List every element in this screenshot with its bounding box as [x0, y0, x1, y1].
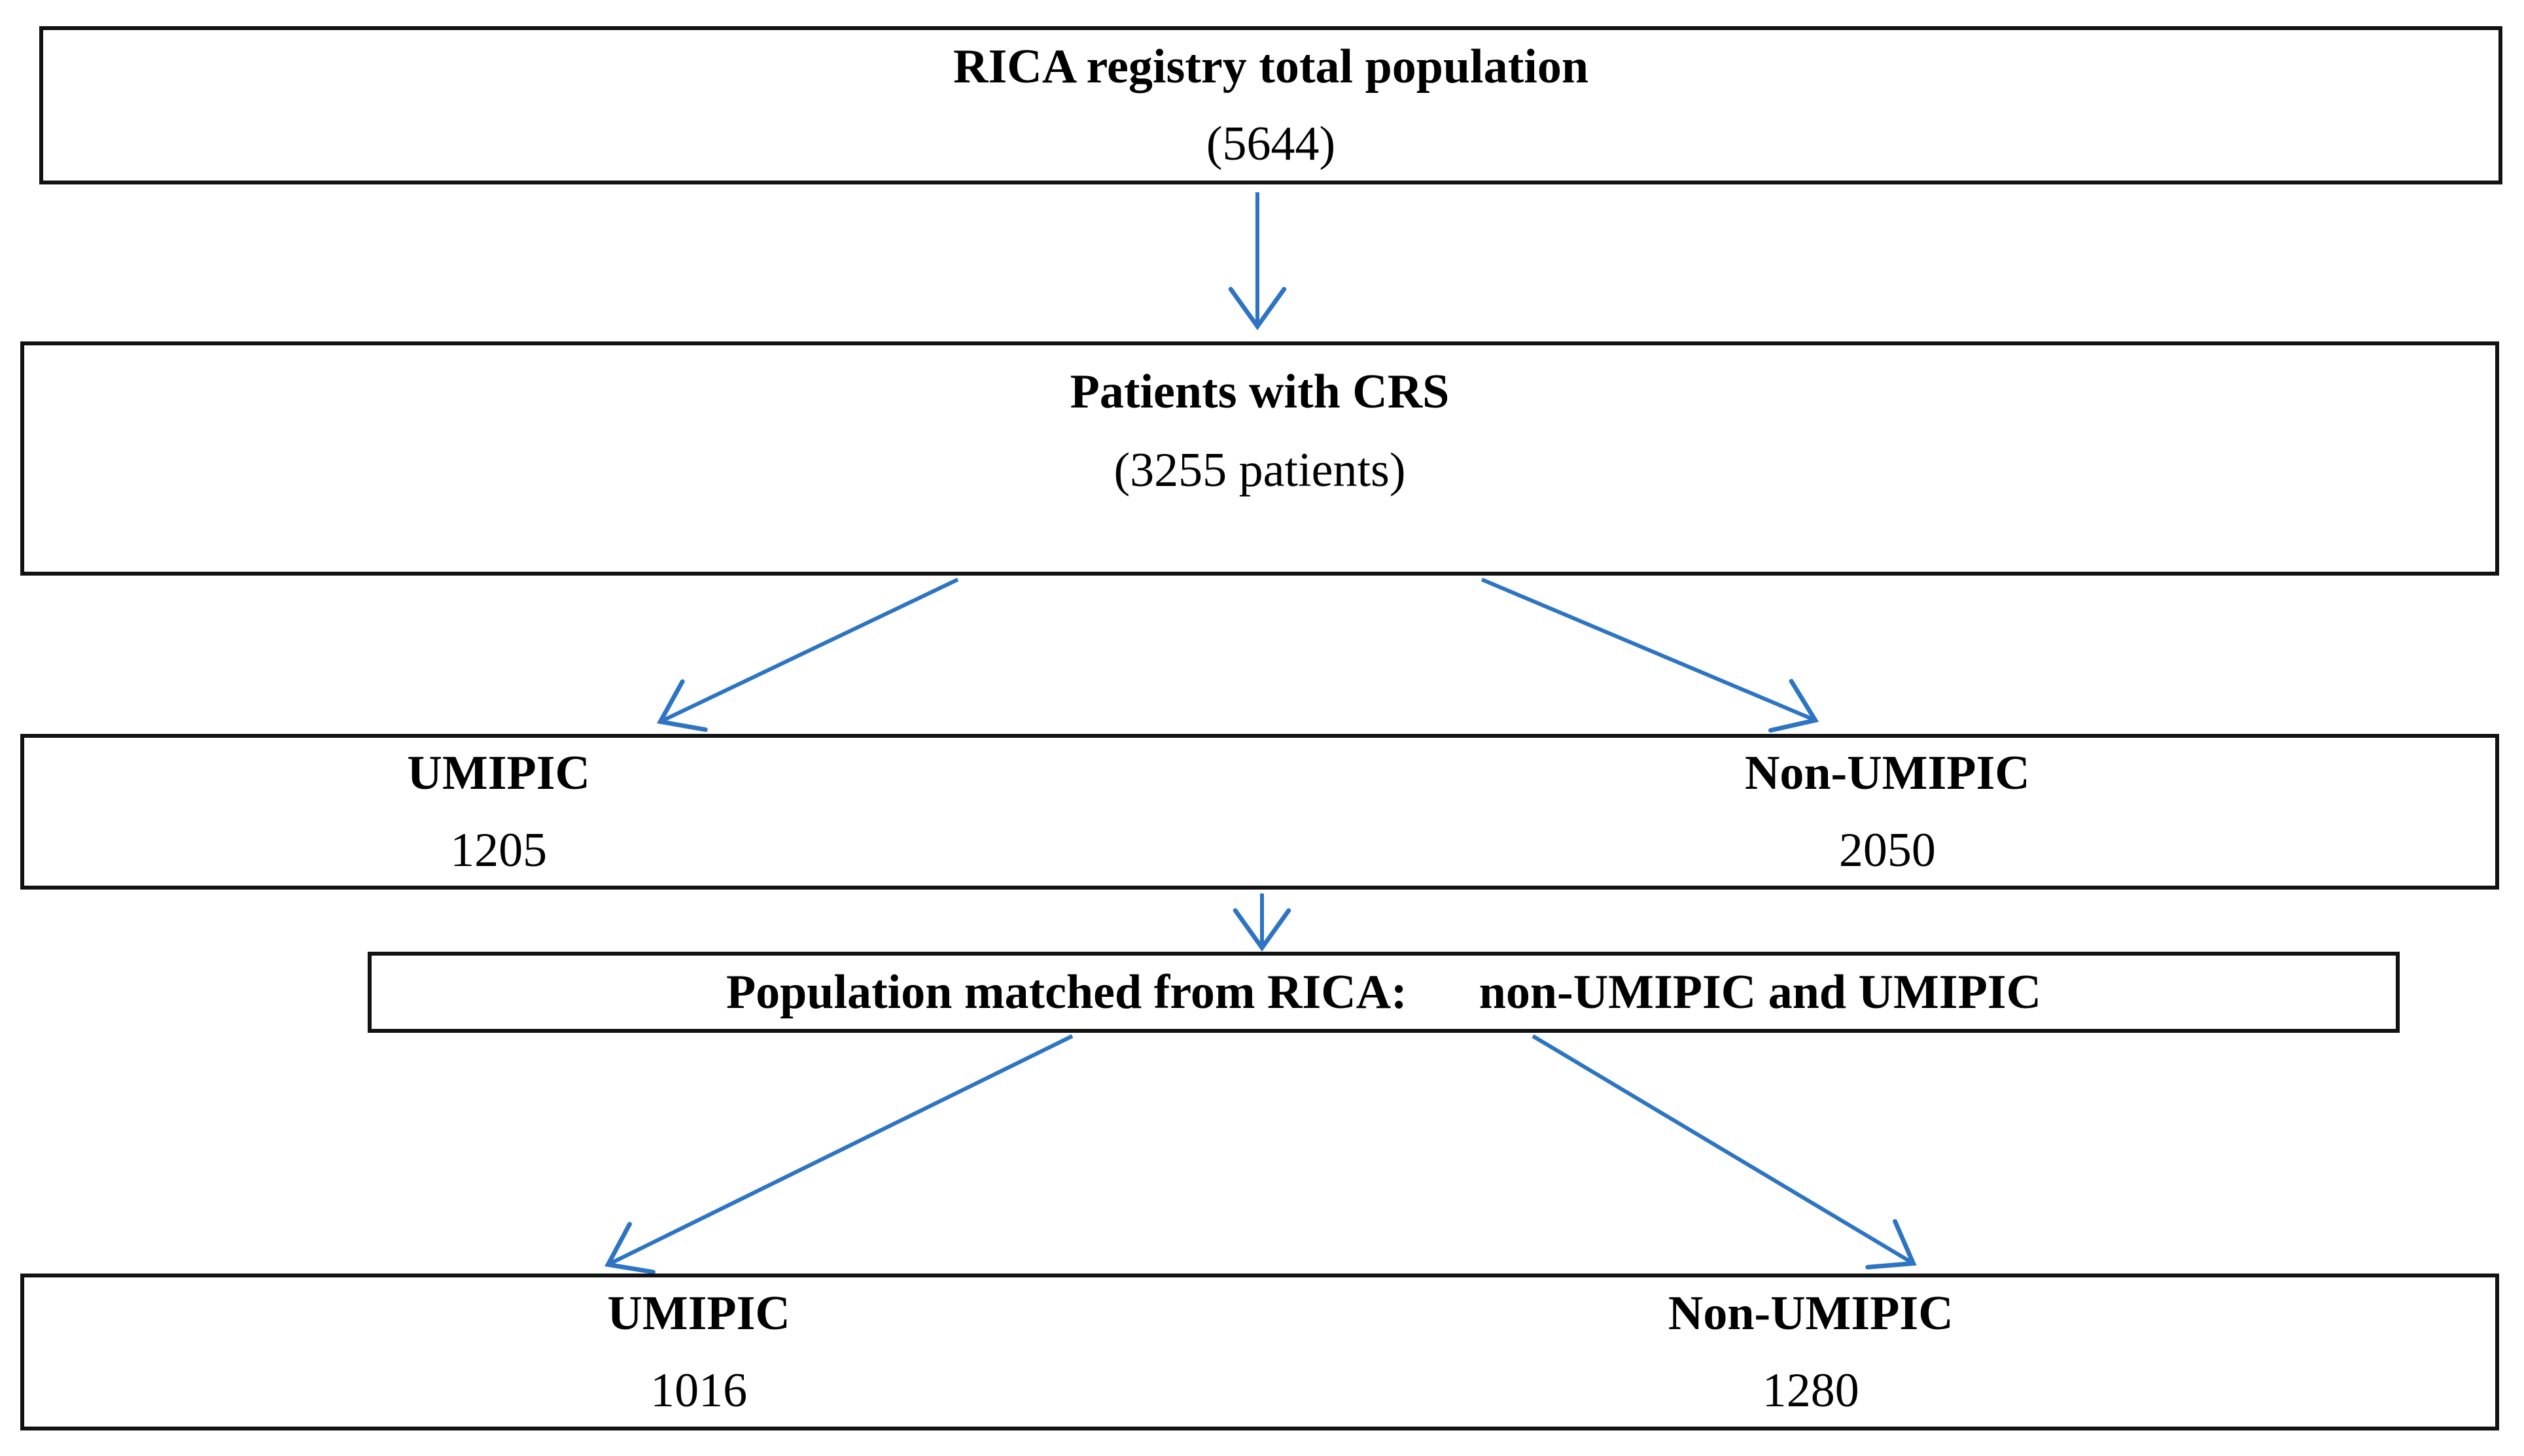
crs-title: Patients with CRS [1070, 365, 1450, 419]
registry-count: (5644) [1206, 117, 1336, 171]
arrow-crs-to-umipic [656, 578, 959, 732]
split2-umipic-title: UMIPIC [607, 1287, 790, 1340]
split2-umipic-count: 1016 [650, 1364, 748, 1417]
split1-non-umipic-count: 2050 [1838, 823, 1936, 877]
split1-umipic-count: 1205 [450, 823, 548, 877]
matched-title-detail: non-UMIPIC and UMIPIC [1479, 965, 2042, 1019]
matched-title-main: Population matched from RICA: [726, 965, 1407, 1019]
split2-non-umipic-count: 1280 [1762, 1364, 1859, 1417]
split1-non-umipic-title: Non-UMIPIC [1744, 746, 2030, 800]
box-matched-split: UMIPIC 1016 Non-UMIPIC 1280 [20, 1274, 2499, 1430]
split2-non-umipic-title: Non-UMIPIC [1668, 1287, 1954, 1340]
split2-umipic-cell: UMIPIC 1016 [607, 1277, 790, 1427]
registry-title: RICA registry total population [953, 40, 1588, 94]
arrow-matched-to-umipic [604, 1034, 1074, 1275]
crs-count: (3255 patients) [1113, 443, 1406, 497]
box-patients-crs: Patients with CRS (3255 patients) [20, 341, 2499, 576]
box-umipic-split: UMIPIC 1205 Non-UMIPIC 2050 [20, 734, 2499, 890]
split1-non-umipic-cell: Non-UMIPIC 2050 [1745, 738, 2030, 886]
split1-umipic-title: UMIPIC [407, 746, 590, 800]
split2-non-umipic-cell: Non-UMIPIC 1280 [1668, 1277, 1954, 1427]
box-matched-population: Population matched from RICA: non-UMIPIC… [368, 952, 2400, 1033]
arrow-crs-to-non-umipic [1481, 578, 1819, 733]
box-registry-total: RICA registry total population (5644) [39, 26, 2502, 184]
split1-umipic-cell: UMIPIC 1205 [407, 738, 590, 886]
arrow-matched-to-non-umipic [1532, 1034, 1917, 1270]
